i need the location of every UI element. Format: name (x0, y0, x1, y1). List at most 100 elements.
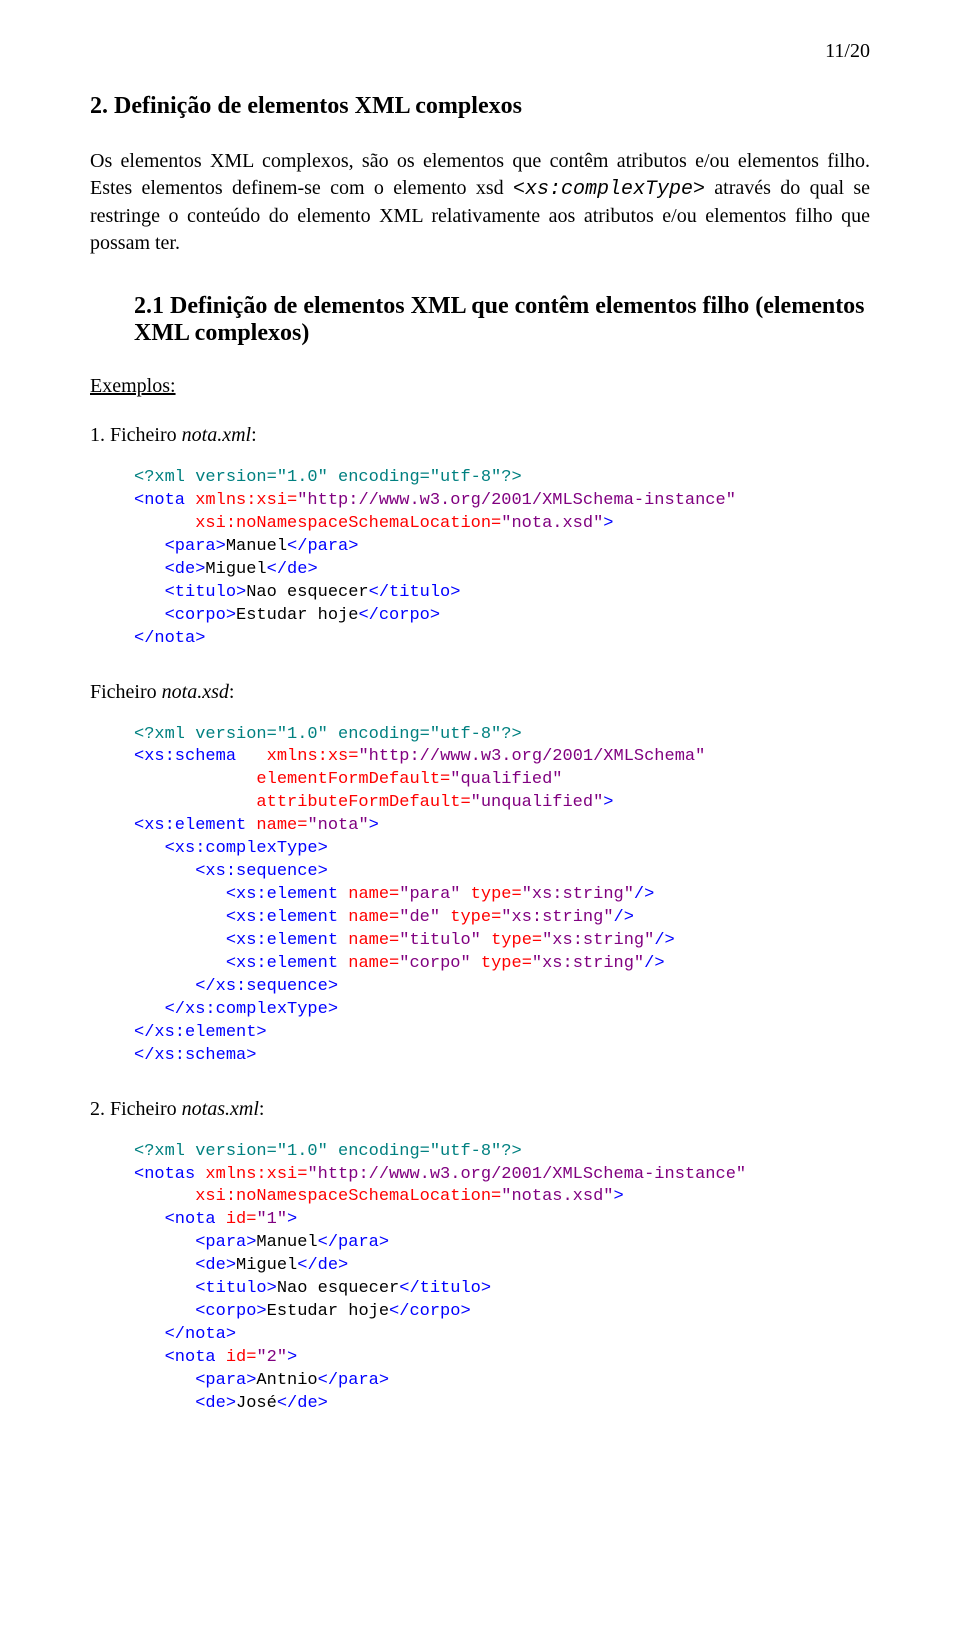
code-tok: "nota" (307, 816, 368, 835)
code-tok: "1" (256, 1210, 287, 1229)
code-tok: > (603, 514, 613, 533)
code-tok: Manuel (256, 1233, 317, 1252)
section-heading: 2. Definição de elementos XML complexos (90, 93, 870, 120)
code-tok: <para> (134, 1233, 256, 1252)
code-tok: </para> (287, 537, 358, 556)
file-label-prefix: Ficheiro (90, 681, 162, 703)
code-tok: "2" (256, 1348, 287, 1367)
code-tok: type= (460, 885, 521, 904)
code-tok: "xs:string" (532, 954, 644, 973)
code-tok: </xs:complexType> (134, 1000, 338, 1019)
code-tok: Nao esquecer (277, 1279, 399, 1298)
code-tok: <nota (134, 1348, 216, 1367)
code-tok: </nota> (134, 629, 205, 648)
code-tok: xmlns:xsi= (195, 1165, 307, 1184)
code-tok: > (369, 816, 379, 835)
code-tok: > (287, 1210, 297, 1229)
code-tok: </para> (318, 1233, 389, 1252)
file-label-prefix: 2. Ficheiro (90, 1098, 182, 1120)
code-tok: </de> (277, 1394, 328, 1413)
code-tok: /> (614, 908, 634, 927)
code-tok: <corpo> (134, 1302, 267, 1321)
code-tok: <xs:sequence> (134, 862, 328, 881)
code-tok: Antnio (256, 1371, 317, 1390)
code-line: <?xml version="1.0" encoding="utf-8"?> (134, 1142, 522, 1161)
code-tok: /> (634, 885, 654, 904)
code-tok: "corpo" (399, 954, 470, 973)
code-tok: <xs:element (134, 931, 338, 950)
code-tok: "http://www.w3.org/2001/XMLSchema" (358, 747, 705, 766)
code-tok: <nota (134, 1210, 216, 1229)
file-name: notas.xml (182, 1098, 259, 1120)
code-tok: "para" (399, 885, 460, 904)
code-tok: xsi:noNamespaceSchemaLocation= (134, 514, 501, 533)
code-tok: <xs:element (134, 954, 338, 973)
code-tok: attributeFormDefault= (134, 793, 471, 812)
code-tok: </para> (318, 1371, 389, 1390)
code-tok: "xs:string" (522, 885, 634, 904)
code-tok: "de" (399, 908, 440, 927)
code-notas-xml: <?xml version="1.0" encoding="utf-8"?> <… (134, 1141, 870, 1416)
code-tok: name= (246, 816, 307, 835)
code-tok: <de> (134, 1394, 236, 1413)
code-tok: <para> (134, 537, 226, 556)
code-tok: </xs:sequence> (134, 977, 338, 996)
code-tok: > (603, 793, 613, 812)
code-tok: name= (338, 885, 399, 904)
code-tok: id= (216, 1210, 257, 1229)
code-tok: <para> (134, 1371, 256, 1390)
code-tok: Estudar hoje (236, 606, 358, 625)
examples-label: Exemplos: (90, 375, 870, 398)
code-tok: name= (338, 931, 399, 950)
code-tok: </xs:element> (134, 1023, 267, 1042)
code-tok: </xs:schema> (134, 1046, 256, 1065)
page-number: 11/20 (90, 40, 870, 63)
code-tok: "unqualified" (471, 793, 604, 812)
code-tok: name= (338, 954, 399, 973)
code-tok: Miguel (236, 1256, 297, 1275)
code-tok: "notas.xsd" (501, 1187, 613, 1206)
code-tok: <xs:element (134, 816, 246, 835)
code-tok: <titulo> (134, 1279, 277, 1298)
file-label-prefix: 1. Ficheiro (90, 424, 182, 446)
code-tok: /> (644, 954, 664, 973)
code-tok: Nao esquecer (246, 583, 368, 602)
code-tok: </titulo> (369, 583, 461, 602)
inline-code: <xs:complexType> (513, 178, 705, 201)
code-tok: </de> (297, 1256, 348, 1275)
file-name: nota.xsd (162, 681, 229, 703)
code-tok: <de> (134, 560, 205, 579)
file-label-notas-xml: 2. Ficheiro notas.xml: (90, 1098, 870, 1121)
code-tok: type= (440, 908, 501, 927)
code-tok: <xs:element (134, 885, 338, 904)
section-number: 2. (90, 93, 108, 119)
subsection-heading: 2.1 Definição de elementos XML que contê… (134, 293, 870, 347)
code-tok: xsi:noNamespaceSchemaLocation= (134, 1187, 501, 1206)
code-tok: "titulo" (399, 931, 481, 950)
code-tok: > (613, 1187, 623, 1206)
code-tok: "xs:string" (501, 908, 613, 927)
code-line: <?xml version="1.0" encoding="utf-8"?> (134, 468, 522, 487)
code-tok: </nota> (134, 1325, 236, 1344)
file-label-suffix: : (229, 681, 235, 703)
code-tok: "xs:string" (542, 931, 654, 950)
code-tok: <nota (134, 491, 185, 510)
code-line: <?xml version="1.0" encoding="utf-8"?> (134, 725, 522, 744)
code-tok: xmlns:xsi= (185, 491, 297, 510)
code-tok: </corpo> (389, 1302, 471, 1321)
code-tok: <de> (134, 1256, 236, 1275)
code-tok: <corpo> (134, 606, 236, 625)
code-tok: </de> (267, 560, 318, 579)
document-page: 11/20 2. Definição de elementos XML comp… (0, 0, 960, 1486)
section-paragraph: Os elementos XML complexos, são os eleme… (90, 148, 870, 257)
code-tok: type= (481, 931, 542, 950)
file-label-nota-xml: 1. Ficheiro nota.xml: (90, 424, 870, 447)
code-tok: "http://www.w3.org/2001/XMLSchema-instan… (297, 491, 736, 510)
file-label-suffix: : (259, 1098, 265, 1120)
file-label-suffix: : (251, 424, 257, 446)
code-tok: Manuel (226, 537, 287, 556)
code-tok: <titulo> (134, 583, 246, 602)
subsection-block: 2.1 Definição de elementos XML que contê… (134, 293, 870, 347)
code-tok: <notas (134, 1165, 195, 1184)
code-tok: Miguel (205, 560, 266, 579)
